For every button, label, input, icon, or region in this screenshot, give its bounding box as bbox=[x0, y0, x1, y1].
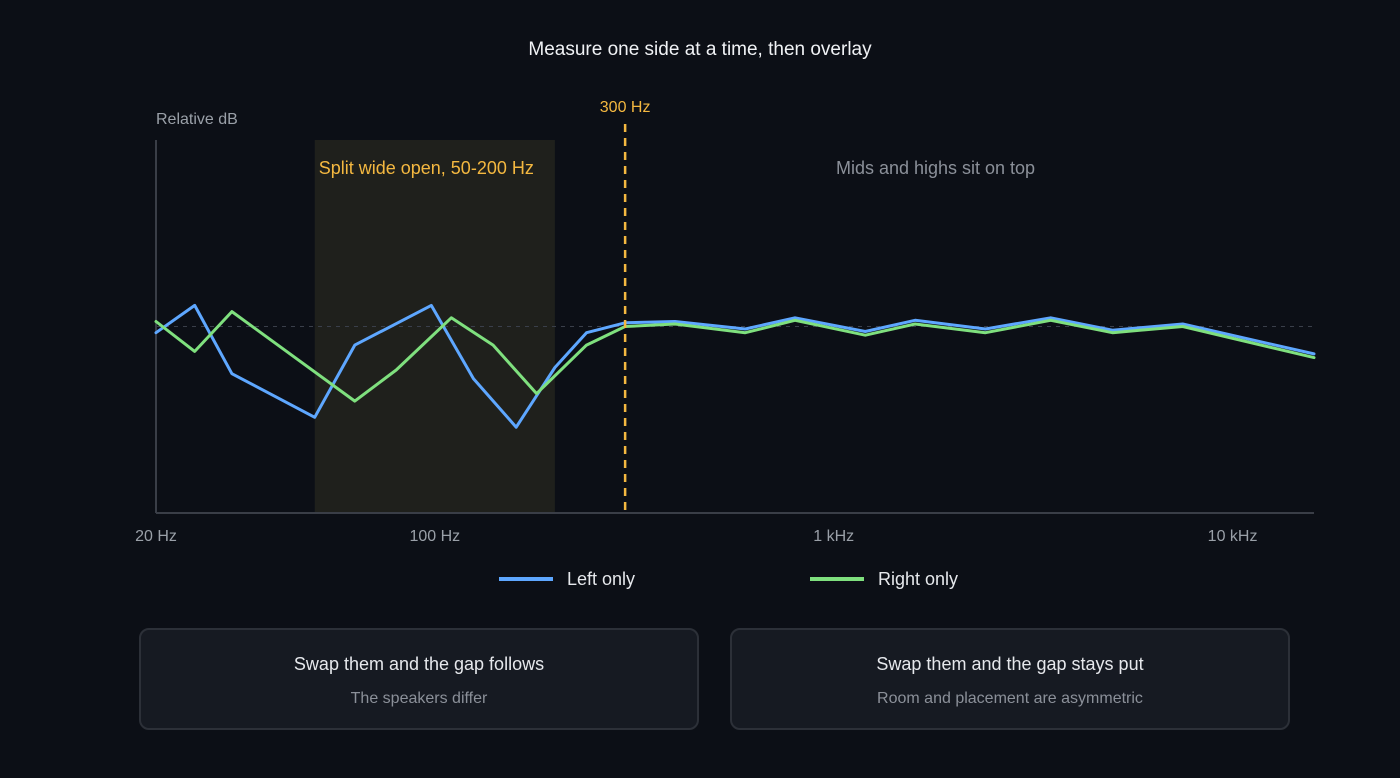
legend-label: Right only bbox=[878, 569, 958, 589]
series-line-right bbox=[154, 310, 1316, 403]
plot-area: Split wide open, 50-200 Hz 20 Hz 100 Hz 1 k… bbox=[135, 99, 1316, 589]
card-room-asymmetric: Swap them and the gap stays put Room and… bbox=[730, 628, 1290, 730]
legend-label: Left only bbox=[567, 569, 635, 589]
card-title: Swap them and the gap stays put bbox=[876, 654, 1144, 674]
y-axis-label: Relative dB bbox=[156, 111, 238, 128]
card-subtitle: The speakers differ bbox=[350, 690, 488, 707]
card-title: Swap them and the gap follows bbox=[293, 654, 545, 674]
x-tick-label: 100 Hz bbox=[409, 528, 460, 545]
shaded-region-label: Split wide open, 50-200 Hz bbox=[319, 158, 534, 178]
marker-label: 300 Hz bbox=[600, 99, 651, 116]
x-tick-label: 10 kHz bbox=[1208, 528, 1258, 545]
card-subtitle: Room and placement are asymmetric bbox=[877, 690, 1143, 707]
annotation-label: Mids and highs sit on top bbox=[836, 158, 1035, 178]
x-tick-label: 20 Hz bbox=[135, 528, 177, 545]
card-speakers-differ: Swap them and the gap follows The speake… bbox=[139, 628, 699, 730]
chart-title: Measure one side at a time, then overlay bbox=[528, 39, 872, 60]
response-chart: Measure one side at a time, then overlay… bbox=[135, 39, 1316, 589]
x-tick-label: 1 kHz bbox=[813, 528, 854, 545]
